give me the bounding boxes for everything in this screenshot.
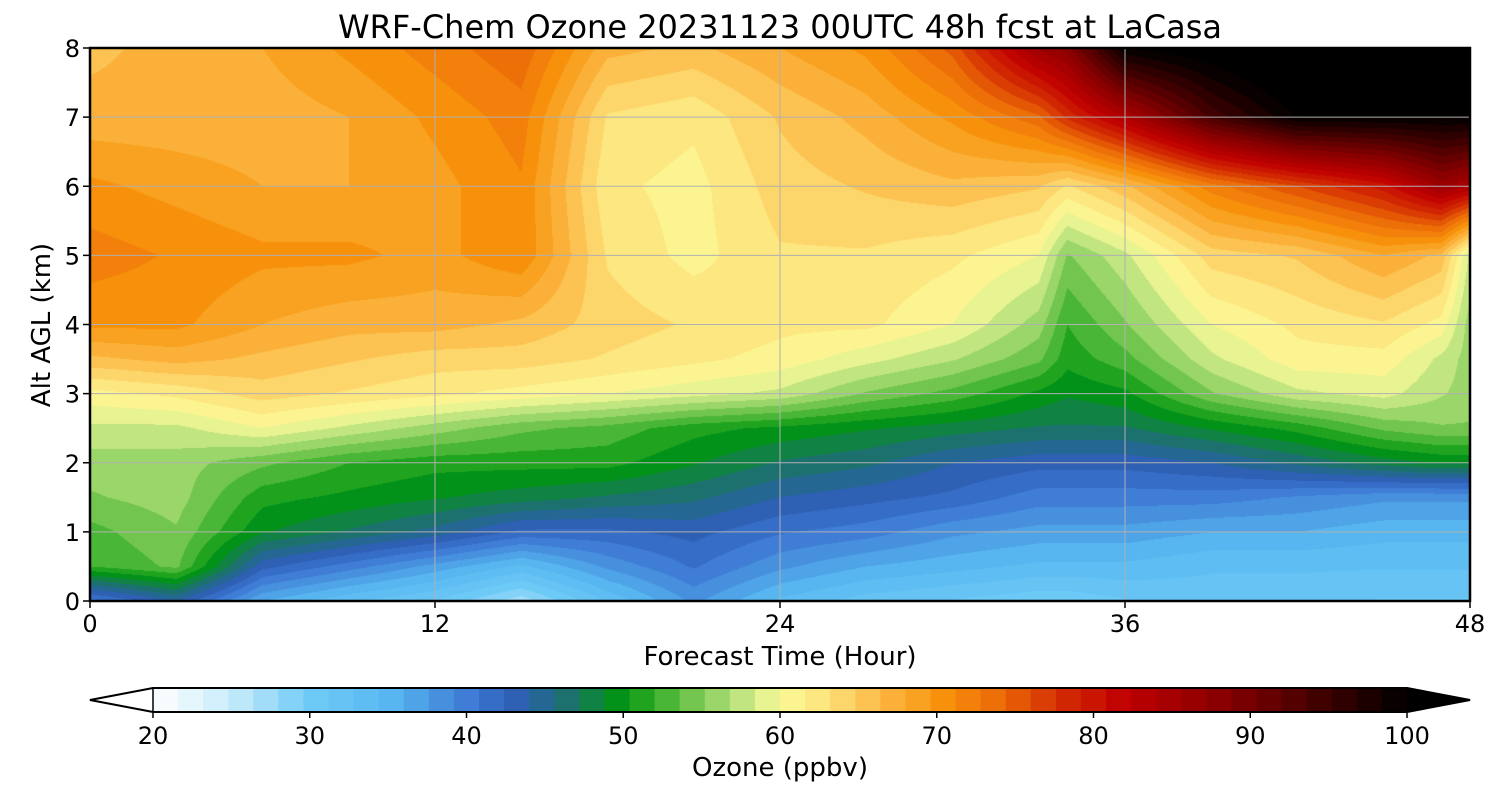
x-tick-label: 12: [420, 610, 451, 638]
colorbar-bin: [403, 688, 430, 712]
colorbar-tick-label: 70: [921, 722, 952, 750]
colorbar-extend-high: [1406, 687, 1471, 713]
colorbar-bin: [980, 688, 1007, 712]
y-tick-label: 5: [65, 242, 80, 270]
colorbar-bin: [704, 688, 731, 712]
colorbar-bin: [228, 688, 254, 712]
x-axis-label: Forecast Time (Hour): [643, 642, 916, 672]
colorbar-bin: [428, 688, 455, 712]
colorbar-bin: [1231, 688, 1258, 712]
colorbar-bin: [1080, 688, 1107, 712]
colorbar-bin: [303, 688, 330, 712]
colorbar-bin: [1005, 688, 1032, 712]
colorbar-bin: [905, 688, 932, 712]
colorbar-bin: [930, 688, 957, 712]
colorbar-bin: [654, 688, 681, 712]
colorbar-bin: [1106, 688, 1132, 712]
colorbar-bin: [453, 688, 480, 712]
y-tick-label: 2: [65, 450, 80, 478]
x-tick-label: 0: [82, 610, 97, 638]
colorbar-bin: [1055, 688, 1082, 712]
colorbar-bin: [1306, 688, 1333, 712]
colorbar-bin: [1181, 688, 1207, 712]
colorbar-bin: [504, 688, 530, 712]
colorbar-bin: [178, 688, 204, 712]
colorbar-bin: [754, 688, 781, 712]
y-axis-label: Alt AGL (km): [27, 243, 57, 407]
colorbar-extend-low: [89, 687, 154, 713]
colorbar-bin: [253, 688, 279, 712]
colorbar-bin: [1381, 688, 1408, 712]
colorbar-tick-label: 90: [1235, 722, 1266, 750]
colorbar-bin: [328, 688, 355, 712]
y-tick-label: 1: [65, 519, 80, 547]
colorbar-bin: [529, 688, 555, 712]
colorbar-bin: [278, 688, 305, 712]
colorbar-tick-label: 50: [608, 722, 639, 750]
y-tick-label: 6: [65, 173, 80, 201]
colorbar-bin: [629, 688, 656, 712]
x-tick-label: 36: [1110, 610, 1141, 638]
colorbar-bin: [1131, 688, 1157, 712]
y-tick-label: 7: [65, 104, 80, 132]
colorbar-bin: [579, 688, 606, 712]
colorbar-tick-label: 20: [138, 722, 169, 750]
colorbar-bin: [1030, 688, 1057, 712]
colorbar-bin: [353, 688, 380, 712]
colorbar-bin: [479, 688, 505, 712]
y-tick-label: 8: [65, 35, 80, 63]
colorbar-bin: [729, 688, 756, 712]
colorbar-tick-label: 40: [451, 722, 482, 750]
colorbar-tick-label: 100: [1384, 722, 1430, 750]
colorbar-tick-label: 30: [294, 722, 325, 750]
colorbar-bin: [554, 688, 580, 712]
colorbar-label: Ozone (ppbv): [692, 753, 868, 783]
colorbar-bin: [805, 688, 831, 712]
x-tick-label: 24: [765, 610, 796, 638]
colorbar: 20 30 40 50 60 70 80 90 100: [89, 687, 1471, 750]
y-axis: 0 1 2 3 4 5 6 7 8: [65, 35, 90, 616]
x-axis: 0 12 24 36 48: [82, 601, 1485, 638]
y-tick-label: 4: [65, 312, 80, 340]
colorbar-tick-label: 80: [1078, 722, 1109, 750]
colorbar-bin: [679, 688, 706, 712]
colorbar-bin: [780, 688, 806, 712]
colorbar-bin: [855, 688, 881, 712]
colorbar-bin: [1256, 688, 1283, 712]
colorbar-bin: [1206, 688, 1233, 712]
colorbar-bin: [830, 688, 856, 712]
colorbar-bin: [955, 688, 982, 712]
y-tick-label: 3: [65, 381, 80, 409]
chart-title: WRF-Chem Ozone 20231123 00UTC 48h fcst a…: [338, 8, 1222, 46]
colorbar-bin: [1356, 688, 1383, 712]
colorbar-bin: [203, 688, 229, 712]
colorbar-bin: [880, 688, 906, 712]
grid-lines: [90, 48, 1470, 601]
colorbar-bin: [153, 688, 179, 712]
x-tick-label: 48: [1455, 610, 1486, 638]
colorbar-bin: [1281, 688, 1308, 712]
colorbar-bin: [1331, 688, 1358, 712]
colorbar-bin: [378, 688, 405, 712]
y-tick-label: 0: [65, 588, 80, 616]
colorbar-bin: [604, 688, 631, 712]
colorbar-bin: [1156, 688, 1182, 712]
colorbar-tick-label: 60: [765, 722, 796, 750]
